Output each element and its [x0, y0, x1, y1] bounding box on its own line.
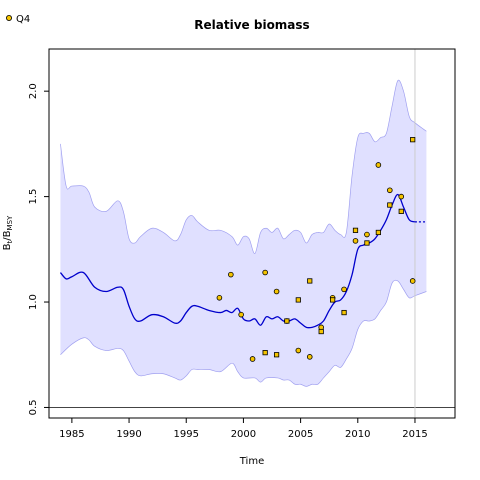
x-tick-label: 2000: [231, 429, 256, 440]
data-point-square: [295, 297, 301, 303]
y-axis-title-sub2: MSY: [6, 215, 14, 230]
legend: Q4: [6, 14, 30, 25]
chart-title: Relative biomass: [194, 18, 309, 32]
y-axis-title: Bt/BMSY: [2, 215, 14, 250]
data-point-square: [273, 352, 280, 358]
x-tick-label: 1985: [59, 429, 84, 440]
confidence-band-layer: [60, 79, 427, 387]
data-point-q4: [306, 354, 313, 360]
data-point-square: [330, 297, 336, 303]
y-tick-label: 2.0: [28, 83, 39, 99]
y-axis-title-sub1: t: [6, 240, 14, 243]
data-point-square: [410, 137, 416, 143]
data-point-q4: [273, 288, 280, 295]
band-upper-edge: [60, 79, 427, 254]
points-layer: [216, 137, 416, 362]
x-tick-label: 1995: [174, 429, 199, 440]
data-point-square: [262, 350, 268, 356]
y-axis-title-slash: /B: [2, 230, 13, 240]
data-point-q4: [295, 347, 302, 354]
data-point-q4: [238, 311, 244, 318]
confidence-band: [60, 80, 427, 387]
data-point-q4: [387, 187, 393, 194]
legend-marker-q4: [6, 14, 12, 21]
data-point-square: [375, 229, 381, 236]
data-point-square: [284, 318, 290, 324]
data-point-q4: [262, 269, 268, 276]
y-axis: 0.5 1.0 1.5 2.0: [28, 83, 49, 415]
data-point-q4: [375, 162, 382, 168]
data-point-q4: [352, 238, 359, 244]
x-tick-label: 2010: [345, 429, 370, 440]
data-point-q4: [216, 295, 223, 301]
data-point-square: [318, 328, 324, 335]
data-point-square: [307, 278, 313, 284]
data-point-square: [398, 208, 404, 214]
data-point-q4: [228, 271, 234, 278]
y-tick-label: 1.5: [28, 189, 39, 205]
y-axis-title-main: B: [2, 243, 13, 250]
plot-area: [48, 48, 456, 419]
data-point-q4: [398, 193, 405, 200]
x-tick-label: 2005: [288, 429, 313, 440]
estimate-line: [59, 193, 416, 329]
data-point-q4: [341, 286, 347, 293]
x-tick-label: 2015: [402, 429, 427, 440]
band-lower-edge: [60, 279, 427, 387]
x-axis: 1985 1990 1995 2000 2005 2010 2015: [59, 418, 428, 440]
lines-layer: [49, 49, 455, 418]
plot-frame: [48, 48, 456, 419]
legend-label-q4: Q4: [16, 14, 30, 25]
data-point-square: [352, 227, 359, 233]
data-point-q4: [364, 231, 370, 238]
y-tick-label: 1.0: [28, 294, 39, 310]
data-point-square: [387, 202, 393, 208]
x-axis-title: Time: [239, 456, 264, 467]
x-tick-label: 1990: [116, 429, 141, 440]
data-point-square: [364, 240, 370, 246]
data-point-q4: [249, 356, 256, 362]
y-tick-label: 0.5: [28, 400, 39, 416]
data-point-q4: [409, 278, 416, 284]
data-point-square: [341, 309, 347, 316]
